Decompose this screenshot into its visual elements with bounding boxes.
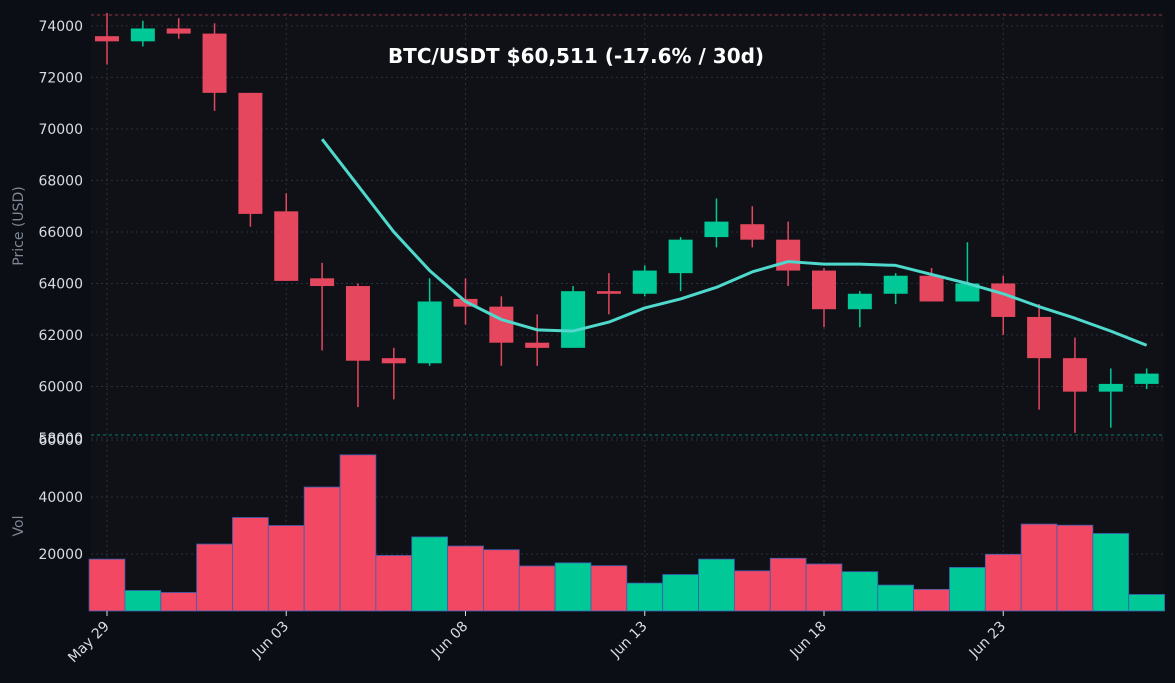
volume-y-ticks: 20000 40000 60000: [38, 433, 83, 563]
volume-bar: [518, 565, 556, 612]
price-tick-label: 72000: [38, 70, 83, 86]
volume-bar: [626, 582, 664, 612]
volume-bar: [913, 588, 950, 612]
volume-bar: [769, 557, 807, 612]
candle-body: [274, 211, 299, 281]
candle-body: [202, 33, 227, 93]
price-tick-label: 62000: [38, 328, 83, 344]
volume-bars: [88, 454, 1165, 612]
candle-body: [525, 342, 550, 348]
candle-body: [883, 275, 908, 294]
volume-bar: [88, 558, 126, 612]
volume-bar: [303, 486, 341, 612]
volume-bar: [411, 536, 448, 612]
candle-body: [596, 291, 621, 294]
candle-body: [632, 270, 657, 294]
candle-body: [1098, 383, 1123, 392]
volume-bar: [1020, 523, 1058, 612]
price-tick-label: 58000: [38, 431, 83, 447]
volume-tick-label: 20000: [38, 547, 83, 563]
volume-tick-label: 60000: [38, 433, 83, 449]
volume-bar: [196, 543, 233, 612]
moving-average-line: [320, 138, 1148, 347]
volume-bar: [554, 562, 592, 612]
volume-bar: [805, 563, 843, 612]
chart-title: BTC/USDT $60,511 (-17.6% / 30d): [388, 44, 764, 68]
price-y-ticks: 5800060000620006400066000680007000072000…: [38, 19, 83, 447]
candle-body: [166, 28, 191, 34]
price-tick-label: 70000: [38, 122, 83, 138]
volume-bar: [232, 517, 269, 612]
volume-bar: [590, 565, 628, 612]
candle-body: [1062, 358, 1087, 392]
candle-body: [919, 275, 944, 302]
candle-body: [1027, 316, 1052, 359]
candle-body: [991, 283, 1016, 317]
candle-body: [955, 283, 980, 302]
candle-body: [381, 358, 406, 364]
candle-body: [310, 278, 335, 287]
candle-body: [812, 270, 836, 310]
volume-bar: [1128, 594, 1165, 612]
candle-body: [561, 291, 586, 348]
candle-body: [847, 293, 872, 310]
price-tick-label: 66000: [38, 225, 83, 241]
price-grid: [91, 13, 1164, 439]
volume-bar: [841, 571, 879, 612]
volume-bar: [447, 545, 484, 612]
volume-bar: [339, 454, 377, 612]
candles: [95, 13, 1159, 433]
volume-bar: [877, 584, 915, 612]
price-axis-label: Price (USD): [11, 186, 27, 265]
volume-bar: [267, 525, 305, 612]
volume-bar: [160, 592, 198, 612]
candle-body: [130, 28, 155, 42]
price-panel: [91, 13, 1164, 438]
price-tick-label: 68000: [38, 173, 83, 189]
volume-bar: [375, 555, 413, 612]
candle-body: [740, 224, 765, 240]
volume-tick-label: 40000: [38, 490, 83, 506]
volume-bar: [662, 574, 699, 612]
candle-body: [95, 36, 119, 42]
volume-bar: [1092, 533, 1130, 612]
volume-axis-label: Vol: [11, 516, 27, 537]
candle-body: [776, 239, 801, 271]
candle-body: [1134, 373, 1159, 384]
price-tick-label: 74000: [38, 19, 83, 35]
volume-bar: [483, 549, 520, 612]
price-tick-label: 60000: [38, 379, 83, 395]
candle-body: [668, 239, 693, 274]
volume-bar: [1056, 524, 1094, 612]
volume-bar: [984, 553, 1022, 612]
volume-bar: [733, 570, 771, 612]
volume-bar: [698, 558, 735, 612]
candle-body: [489, 306, 514, 343]
candle-body: [704, 221, 729, 238]
candle-body: [417, 301, 442, 364]
volume-bar: [949, 566, 986, 612]
candle-body: [345, 286, 370, 361]
candle-body: [238, 92, 263, 214]
volume-bar: [124, 590, 162, 612]
price-tick-label: 64000: [38, 276, 83, 292]
